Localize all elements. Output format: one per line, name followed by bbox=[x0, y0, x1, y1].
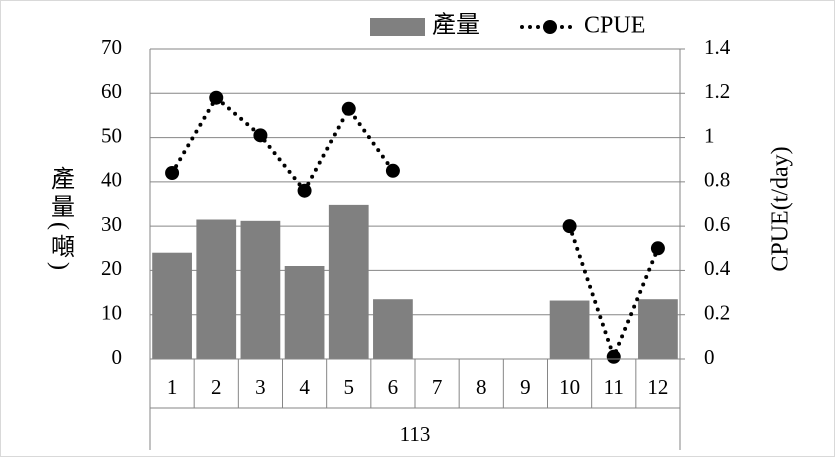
cpue-marker bbox=[297, 183, 312, 198]
bar bbox=[240, 220, 281, 359]
y-tick-label: 10 bbox=[101, 301, 122, 325]
y-tick-label: 0 bbox=[112, 345, 123, 369]
x-tick-label: 1 bbox=[167, 375, 178, 399]
bar bbox=[638, 299, 678, 359]
x-tick-label: 12 bbox=[647, 375, 668, 399]
y2-tick-label: 0.8 bbox=[704, 168, 730, 192]
y-axis-title: 產量(噸) bbox=[46, 166, 74, 274]
x-tick-label: 10 bbox=[559, 375, 580, 399]
x-tick-label: 6 bbox=[388, 375, 399, 399]
y2-tick-label: 1.4 bbox=[704, 35, 731, 59]
cpue-marker bbox=[562, 219, 577, 234]
y-tick-label: 40 bbox=[101, 168, 122, 192]
y2-tick-label: 0 bbox=[704, 345, 715, 369]
x-tick-label: 3 bbox=[255, 375, 266, 399]
cpue-marker bbox=[253, 128, 268, 143]
cpue-marker bbox=[341, 101, 356, 116]
bar bbox=[152, 252, 192, 359]
cpue-marker bbox=[165, 166, 180, 180]
cpue-marker bbox=[650, 241, 665, 256]
x-tick-label: 2 bbox=[211, 375, 222, 399]
x-tick-label: 4 bbox=[299, 375, 310, 399]
bar bbox=[284, 266, 325, 359]
x-group-label: 113 bbox=[400, 422, 431, 446]
bar bbox=[549, 300, 590, 359]
y2-tick-label: 0.2 bbox=[704, 301, 730, 325]
legend-label: CPUE bbox=[584, 13, 645, 39]
legend-marker bbox=[543, 20, 557, 34]
y-tick-label: 60 bbox=[101, 79, 122, 103]
x-tick-label: 5 bbox=[344, 375, 355, 399]
y2-tick-label: 1.2 bbox=[704, 79, 730, 103]
cpue-marker bbox=[385, 163, 400, 178]
bar bbox=[328, 204, 369, 359]
cpue-marker bbox=[606, 349, 621, 364]
x-tick-label: 7 bbox=[432, 375, 443, 399]
y2-tick-label: 1 bbox=[704, 123, 715, 147]
y2-tick-label: 0.6 bbox=[704, 212, 730, 236]
cpue-marker bbox=[209, 90, 224, 105]
legend-label: 產量 bbox=[432, 12, 480, 39]
y-tick-label: 20 bbox=[101, 256, 122, 280]
legend-swatch bbox=[370, 18, 425, 36]
y2-axis-title: CPUE(t/day) bbox=[768, 146, 794, 271]
y2-tick-label: 0.4 bbox=[704, 256, 731, 280]
x-tick-label: 8 bbox=[476, 375, 487, 399]
y-tick-label: 70 bbox=[101, 35, 122, 59]
y-tick-label: 50 bbox=[101, 123, 122, 147]
y-tick-label: 30 bbox=[101, 212, 122, 236]
bar bbox=[196, 219, 237, 359]
x-tick-label: 9 bbox=[520, 375, 531, 399]
x-tick-label: 11 bbox=[604, 375, 624, 399]
bar bbox=[373, 299, 413, 359]
